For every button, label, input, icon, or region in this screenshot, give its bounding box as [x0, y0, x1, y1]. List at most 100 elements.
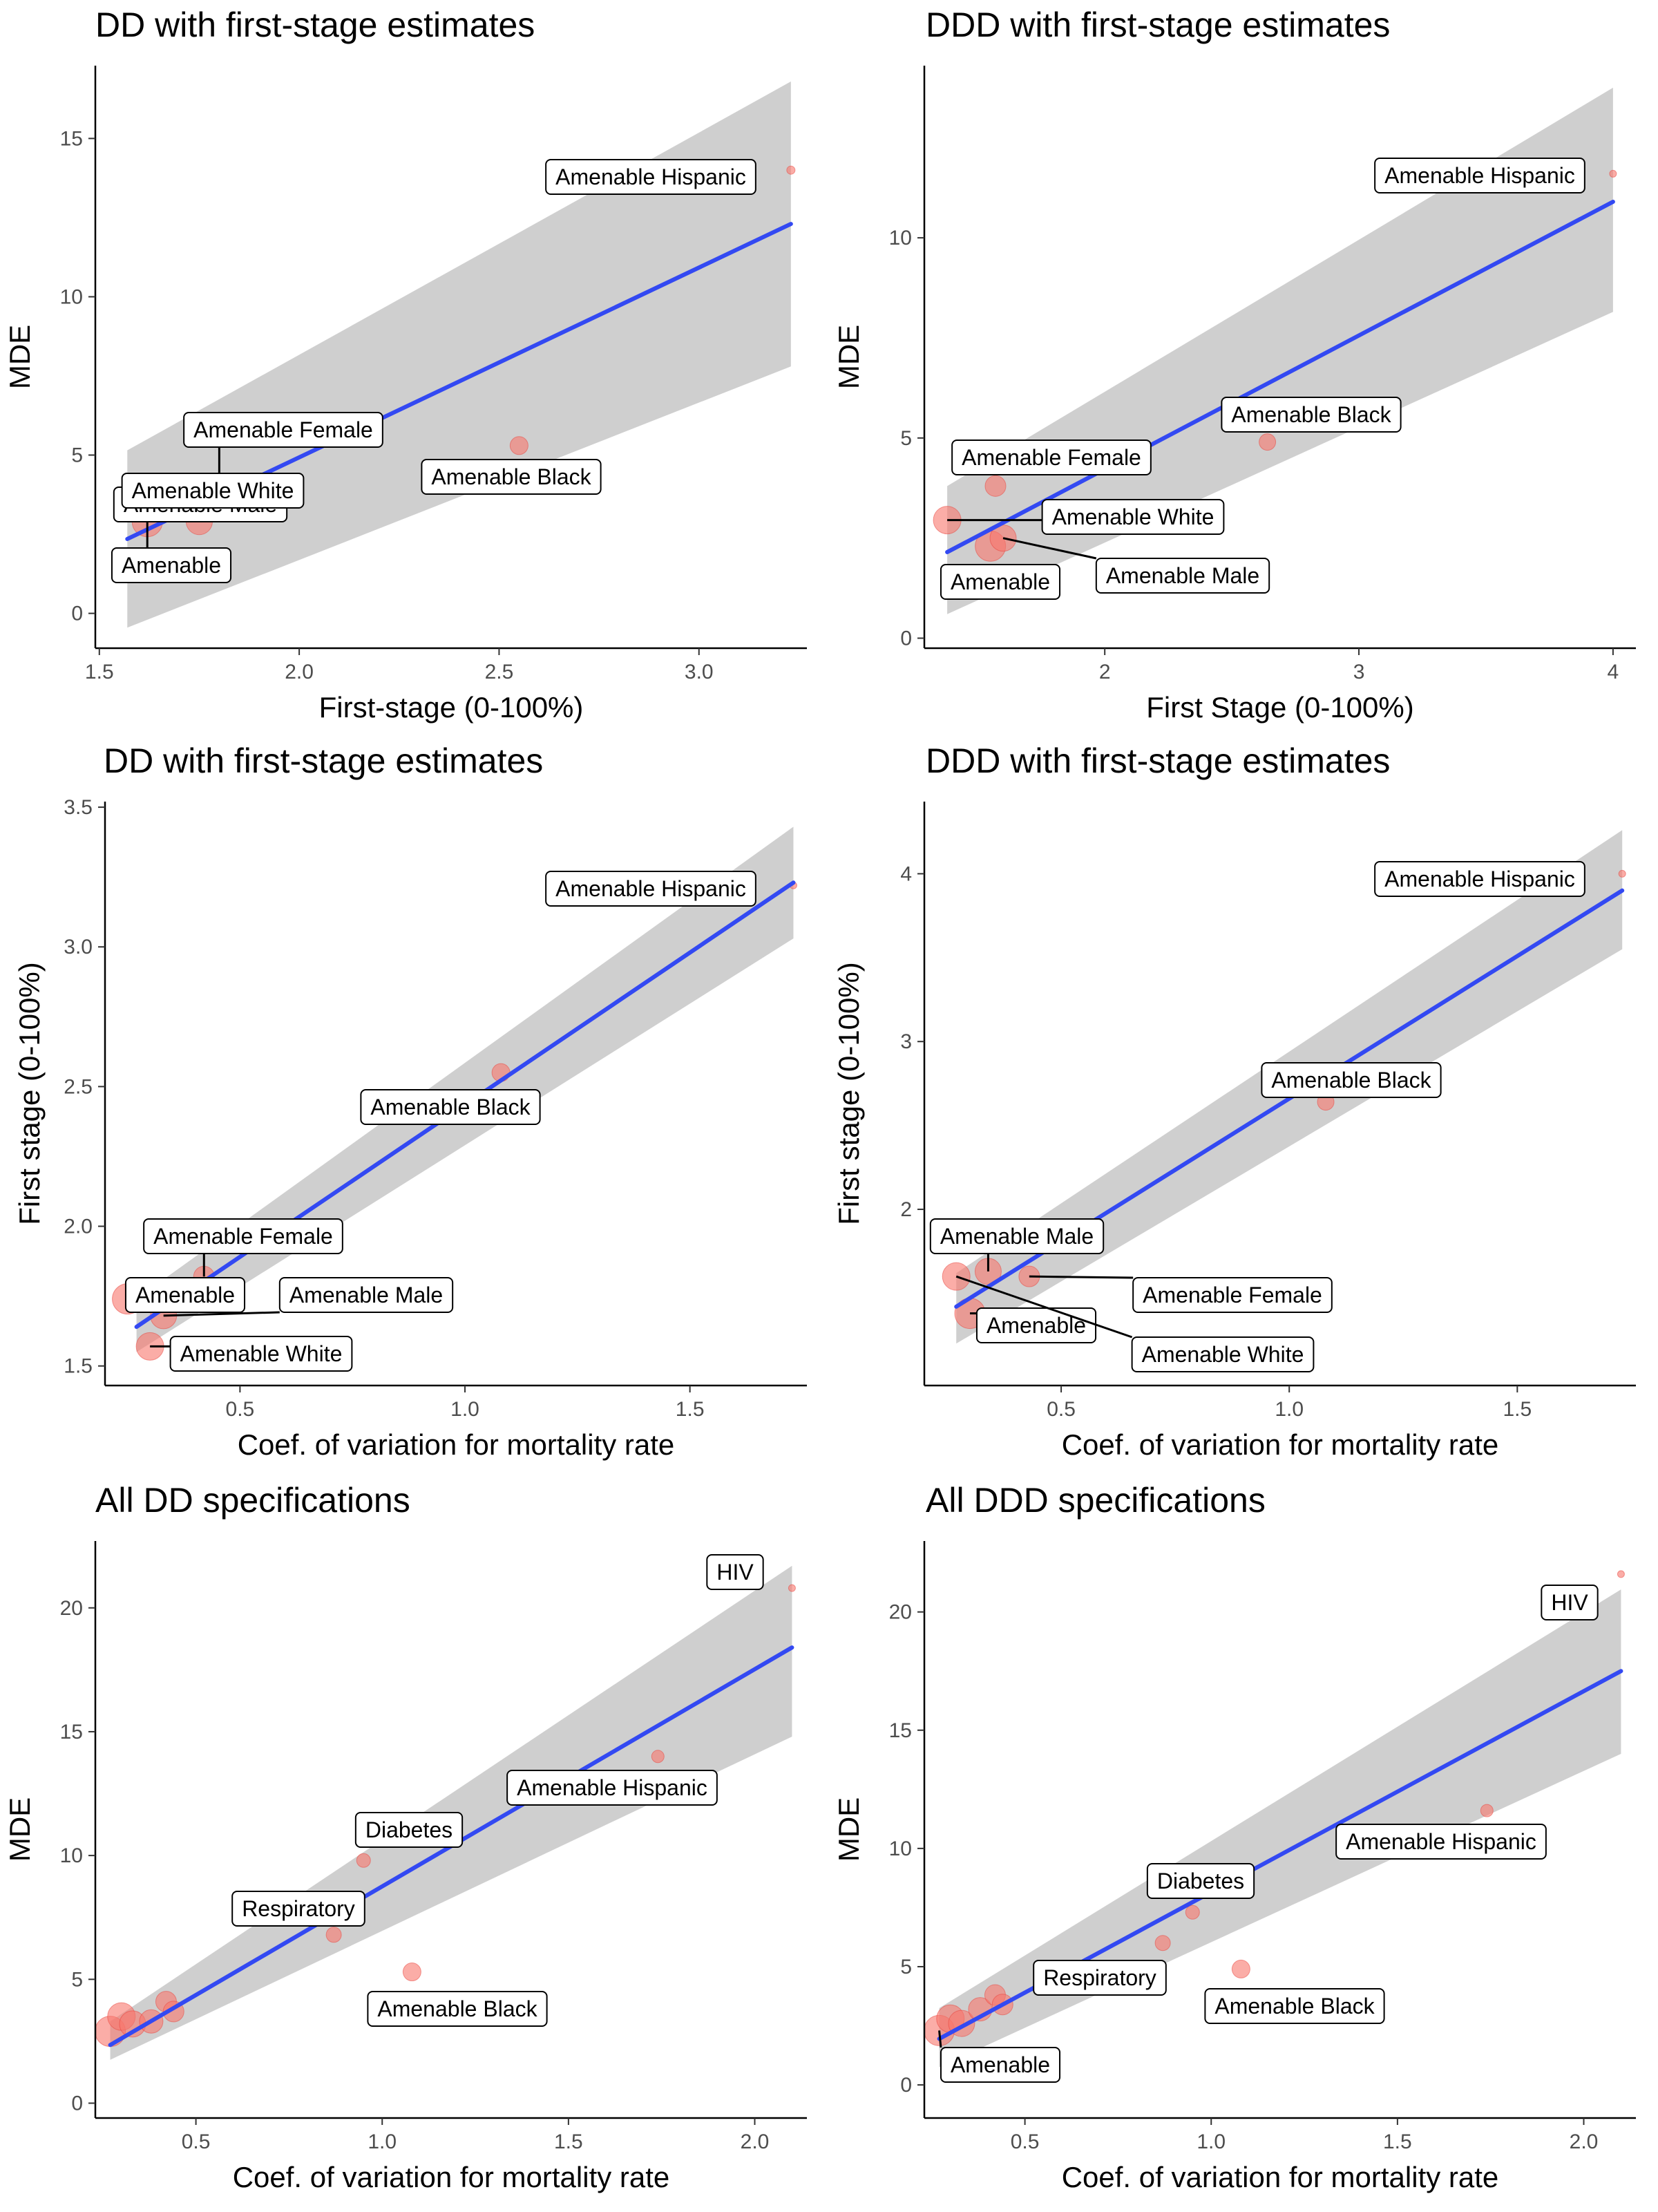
point-label: HIV — [706, 1554, 764, 1590]
x-tick-label: 1.5 — [1503, 1398, 1532, 1421]
point-label-text: Amenable White — [1052, 504, 1214, 529]
point-label-box — [1041, 499, 1225, 535]
point-label: Amenable Black — [367, 1991, 548, 2027]
point-label-text: Amenable Male — [289, 1283, 443, 1307]
point-label-box — [1095, 558, 1270, 594]
point-label-box — [940, 564, 1061, 600]
point-label-text: Amenable — [951, 2052, 1050, 2077]
leader-line — [163, 1311, 280, 1317]
point-label-text: Diabetes — [365, 1817, 452, 1842]
panel-4: 0.5 1.0 1.5 2 3 4 DDD with first-stage estimat… — [832, 741, 1636, 1461]
y-tick-label: 2 — [900, 1198, 912, 1221]
data-point — [1154, 1935, 1171, 1951]
point-label: Amenable Male — [163, 1277, 454, 1317]
y-axis-title: MDE — [3, 1797, 36, 1862]
x-tick-label: 1.5 — [554, 2130, 583, 2153]
point-label-box — [1541, 1585, 1599, 1620]
y-tick-label: 0 — [900, 627, 912, 650]
x-tick-label: 3 — [1353, 661, 1365, 683]
y-axis-title: First stage (0-100%) — [832, 962, 865, 1225]
data-point — [1231, 1959, 1250, 1978]
x-tick-label: 1.5 — [1383, 2130, 1412, 2153]
point-label-text: Amenable Black — [1214, 1994, 1375, 2019]
x-axis-title: First-stage (0-100%) — [319, 691, 584, 724]
leader-line — [938, 2030, 942, 2048]
point-label: Amenable — [970, 1307, 1097, 1343]
point-label-text: Amenable Hispanic — [555, 164, 746, 189]
point-label: Amenable Black — [1261, 1062, 1442, 1098]
point-label-text: Amenable — [951, 569, 1050, 594]
point-label-box — [278, 1277, 454, 1313]
data-point — [788, 1584, 796, 1592]
panel-3: 0.5 1.0 1.5 1.5 2.0 2.5 3.0 3.5 DD with first-st… — [13, 741, 807, 1461]
leader-line — [1029, 1275, 1134, 1279]
point-label-text: Amenable White — [132, 478, 294, 503]
x-tick-label: 1.0 — [450, 1398, 479, 1421]
y-tick-label: 15 — [60, 127, 83, 150]
data-point — [651, 1750, 665, 1764]
point-label: HIV — [1541, 1585, 1599, 1620]
point-label-box — [940, 2047, 1061, 2083]
x-axis-title: Coef. of variation for mortality rate — [233, 2161, 670, 2193]
panel-title: DDD with first-stage estimates — [926, 6, 1390, 44]
point-label-box — [929, 1218, 1105, 1254]
point-label: Amenable White — [947, 499, 1225, 535]
point-label: Amenable White — [121, 473, 305, 509]
data-point — [1480, 1804, 1494, 1817]
point-label-text: Amenable White — [180, 1341, 343, 1366]
y-tick-label: 15 — [60, 1721, 83, 1743]
point-label-box — [1374, 861, 1585, 897]
data-point — [1618, 869, 1626, 878]
point-label: Amenable Hispanic — [1335, 1824, 1547, 1860]
point-label-box — [143, 1218, 343, 1254]
point-label-box — [1146, 1863, 1255, 1899]
point-label-box — [124, 1277, 246, 1313]
point-label: Amenable Male — [1002, 537, 1270, 594]
point-label-text: Amenable Hispanic — [1346, 1829, 1536, 1854]
panel-title: DDD with first-stage estimates — [926, 741, 1390, 780]
x-axis-title: Coef. of variation for mortality rate — [1062, 1428, 1499, 1461]
point-label: Amenable White — [955, 1275, 1315, 1372]
point-label: Amenable — [940, 564, 1061, 600]
y-tick-label: 0 — [71, 603, 83, 625]
y-axis-title: First stage (0-100%) — [13, 962, 46, 1225]
point-label-box — [506, 1770, 718, 1806]
point-label-box — [1221, 397, 1402, 433]
point-label-text: Amenable Black — [370, 1095, 531, 1119]
point-label: Amenable Black — [1221, 397, 1402, 433]
x-tick-label: 1.5 — [85, 661, 114, 683]
panel-title: DD with first-stage estimates — [95, 6, 535, 44]
x-axis-title: Coef. of variation for mortality rate — [238, 1428, 675, 1461]
point-label-box — [706, 1554, 764, 1590]
panel-5: 0.5 1.0 1.5 2.0 0 5 10 15 20 All DD specification… — [3, 1481, 807, 2193]
point-label-text: Amenable White — [1142, 1342, 1304, 1367]
point-label-text: Amenable — [987, 1313, 1086, 1338]
point-label: Respiratory — [1033, 1960, 1167, 1996]
y-axis-title: MDE — [832, 325, 865, 389]
point-label-box — [1374, 158, 1585, 193]
point-label: Amenable Black — [1204, 1988, 1385, 2024]
data-point — [325, 1927, 342, 1943]
y-tick-label: 10 — [889, 227, 912, 249]
point-label-text: Respiratory — [1043, 1965, 1156, 1990]
leader-line — [1002, 537, 1097, 560]
point-label-box — [354, 1812, 464, 1848]
point-label: Amenable Male — [929, 1218, 1105, 1272]
data-point — [402, 1963, 421, 1982]
x-tick-label: 1.0 — [368, 2130, 397, 2153]
point-label-box — [1335, 1824, 1547, 1860]
y-tick-label: 4 — [900, 862, 912, 885]
data-point — [1617, 1570, 1625, 1578]
y-tick-label: 20 — [889, 1601, 912, 1624]
x-tick-label: 2.0 — [285, 661, 314, 683]
panel-title: All DDD specifications — [926, 1481, 1266, 1520]
point-label-box — [183, 412, 383, 448]
point-label-box — [360, 1089, 541, 1125]
x-tick-label: 4 — [1608, 661, 1619, 683]
y-tick-label: 0 — [900, 2074, 912, 2097]
data-point — [509, 436, 528, 455]
data-point — [1185, 1904, 1200, 1920]
x-tick-label: 0.5 — [182, 2130, 211, 2153]
y-tick-label: 10 — [889, 1837, 912, 1860]
